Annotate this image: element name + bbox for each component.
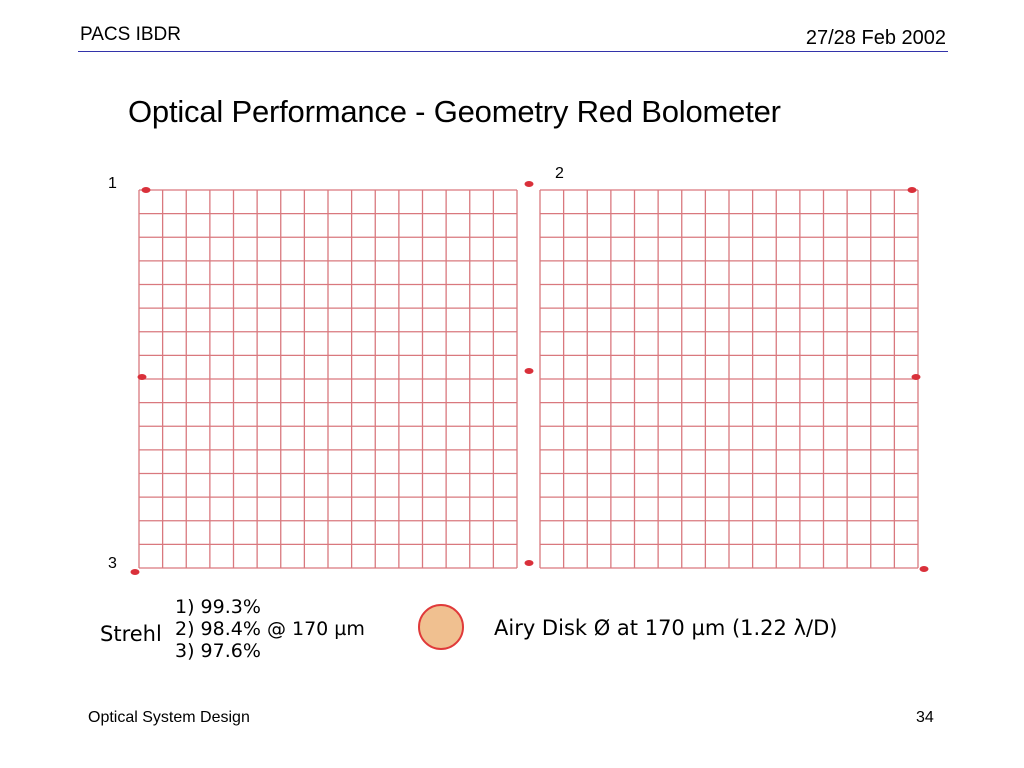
field-label-3: 3 <box>108 555 117 572</box>
slide-title: Optical Performance - Geometry Red Bolom… <box>128 94 781 129</box>
airy-disk-circle <box>418 604 464 650</box>
spot-marker <box>907 187 917 193</box>
strehl-value-1: 1) 99.3% <box>175 596 261 618</box>
spot-marker <box>524 368 534 374</box>
header-left-text: PACS IBDR <box>80 24 182 45</box>
spot-marker <box>524 181 534 187</box>
strehl-value-2: 2) 98.4% @ 170 µm <box>175 618 365 640</box>
strehl-value-3: 3) 97.6% <box>175 640 261 662</box>
header-right-date: 27/28 Feb 2002 <box>805 27 946 49</box>
spot-marker <box>141 187 151 193</box>
field-label-2: 2 <box>555 165 564 182</box>
header-divider <box>78 51 948 52</box>
spot-marker <box>130 569 140 575</box>
field-label-1: 1 <box>108 175 117 192</box>
spot-marker <box>919 566 929 572</box>
strehl-values: 1) 99.3% 2) 98.4% @ 170 µm 3) 97.6% <box>175 596 365 662</box>
right-detector-grid <box>539 189 919 569</box>
page-number: 34 <box>916 709 934 726</box>
footer-left-text: Optical System Design <box>88 709 250 726</box>
spot-marker <box>524 560 534 566</box>
spot-diagrams <box>130 181 929 575</box>
spot-marker <box>911 374 921 380</box>
left-detector-grid <box>138 189 518 569</box>
airy-disk-label: Airy Disk Ø at 170 µm (1.22 λ/D) <box>494 616 838 640</box>
strehl-label: Strehl <box>100 622 162 646</box>
spot-marker <box>137 374 147 380</box>
